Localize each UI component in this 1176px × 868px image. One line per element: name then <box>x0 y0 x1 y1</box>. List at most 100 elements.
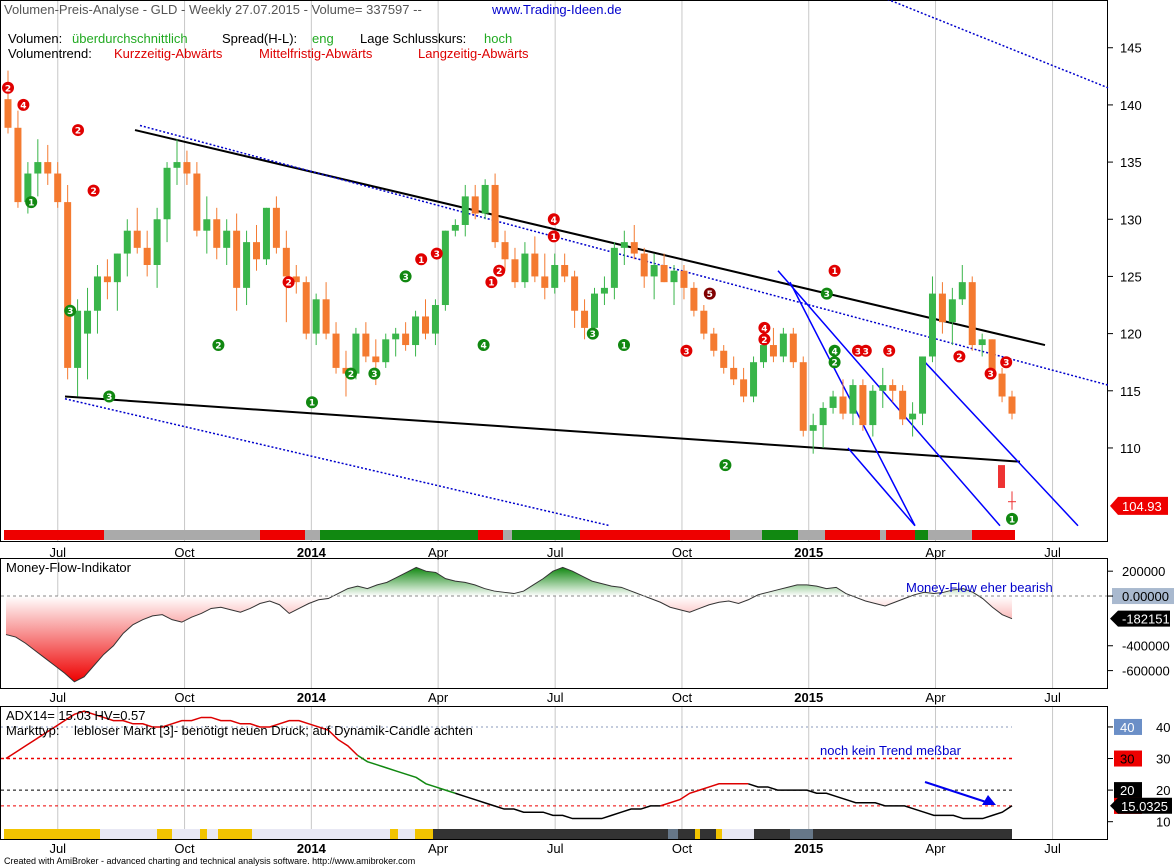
adx-level-flag <box>1114 718 1142 735</box>
volume-trend-segment <box>762 530 798 540</box>
signal-marker <box>547 230 560 243</box>
candle-body <box>590 293 598 328</box>
footer-text: Created with AmiBroker - advanced charti… <box>4 856 415 866</box>
moneyflow-last-label: -182151 <box>1122 612 1170 627</box>
candle-body <box>978 339 986 346</box>
signal-number: 4 <box>480 342 486 352</box>
candle-body <box>1008 396 1016 414</box>
signal-marker <box>87 184 100 197</box>
trendline-upper <box>134 129 1046 347</box>
trend-arrow-head <box>982 795 996 805</box>
candle-body <box>690 287 698 311</box>
moneyflow-y-tick-label: 0.00000 <box>1122 589 1169 604</box>
candle-body <box>133 230 141 248</box>
signal-number: 3 <box>106 393 112 403</box>
candle-body <box>481 184 489 214</box>
candle-body <box>680 270 688 288</box>
signal-number: 2 <box>215 342 221 352</box>
signal-marker <box>953 350 966 363</box>
signal-marker <box>485 276 498 289</box>
chart-title: Volumen-Preis-Analyse - GLD - Weekly 27.… <box>4 2 422 17</box>
adx-level-label: 30 <box>1120 752 1134 767</box>
signal-marker <box>828 356 841 369</box>
price-y-tick-label: 115 <box>1120 384 1141 399</box>
candle-body <box>54 173 62 203</box>
price-y-tick-label: 125 <box>1120 269 1142 284</box>
signal-number: 3 <box>590 330 596 340</box>
signal-number: 3 <box>683 347 689 357</box>
x-tick-label: 2014 <box>297 545 327 560</box>
candle-body <box>332 333 340 368</box>
candle-body <box>620 242 628 248</box>
signal-marker <box>72 124 84 137</box>
adx-regime-segment <box>218 829 252 839</box>
candle-body <box>143 247 151 265</box>
adx-last-flag <box>1110 797 1172 814</box>
signal-number: 4 <box>20 101 26 111</box>
candle-body <box>322 299 330 334</box>
trend-long: Langzeitig-Abwärts <box>418 46 529 61</box>
x-tick-label: Jul <box>49 545 66 560</box>
candle-body <box>670 270 678 283</box>
signal-marker <box>1000 356 1013 369</box>
candle-body <box>431 305 439 334</box>
signal-marker <box>680 344 693 357</box>
candle-body <box>292 276 300 283</box>
signal-number: 1 <box>621 342 627 352</box>
moneyflow-negative-area <box>6 596 1012 682</box>
adx-regime-segment <box>695 829 700 839</box>
candle-body <box>730 367 738 380</box>
candle-body <box>511 259 519 283</box>
candle-body <box>571 276 579 311</box>
candle-body <box>909 413 917 420</box>
signal-number: 2 <box>90 187 96 197</box>
candle-body <box>272 207 280 248</box>
adx-regime-segment <box>813 829 1012 839</box>
adx-title: ADX14= 15.03 HV=0.57 <box>6 708 146 723</box>
signal-marker <box>306 396 318 409</box>
signal-number: 2 <box>5 84 11 94</box>
x-tick-label: Oct <box>672 841 693 856</box>
candle-body <box>451 224 459 231</box>
signal-number: 3 <box>402 273 408 283</box>
candle-body <box>859 385 867 426</box>
adx-regime-segment <box>790 829 813 839</box>
signal-number: 2 <box>722 462 728 472</box>
candle-body <box>581 310 589 328</box>
candle-body <box>372 356 380 363</box>
x-tick-label: 2015 <box>794 841 823 856</box>
x-tick-label: Apr <box>428 841 449 856</box>
adx-regime-segment <box>157 829 172 839</box>
signal-number: 4 <box>761 324 767 334</box>
candle-body <box>422 316 430 334</box>
volumentrend-label: Volumentrend: <box>8 46 92 61</box>
signal-marker <box>719 459 732 472</box>
candle-body <box>968 282 976 346</box>
candle-body <box>64 202 72 368</box>
volume-trend-segment <box>4 530 104 540</box>
candle-body <box>610 247 618 288</box>
adx-level-label: 40 <box>1120 720 1134 735</box>
candle-body <box>183 162 191 174</box>
signal-number: 2 <box>956 353 962 363</box>
moneyflow-y-tick-label: 200000 <box>1122 564 1165 579</box>
site-link[interactable]: www.Trading-Ideen.de <box>491 2 622 17</box>
x-tick-label: Jul <box>547 545 564 560</box>
candle-body <box>809 425 817 431</box>
signal-marker <box>828 344 841 357</box>
candle-body <box>839 396 847 414</box>
volume-trend-segment <box>580 530 730 540</box>
signal-number: 3 <box>371 370 377 380</box>
adx-y-tick-label: 20 <box>1156 783 1170 798</box>
signal-number: 5 <box>707 290 713 300</box>
volume-trend-segment <box>825 530 880 540</box>
candle-body <box>362 333 370 357</box>
signal-number: 3 <box>987 370 993 380</box>
x-tick-label: 2014 <box>297 841 327 856</box>
candle-body <box>382 339 390 363</box>
volume-trend-segment <box>730 530 762 540</box>
signal-marker <box>25 196 38 209</box>
signal-number: 2 <box>348 370 354 380</box>
adx-line-segment <box>5 710 359 760</box>
